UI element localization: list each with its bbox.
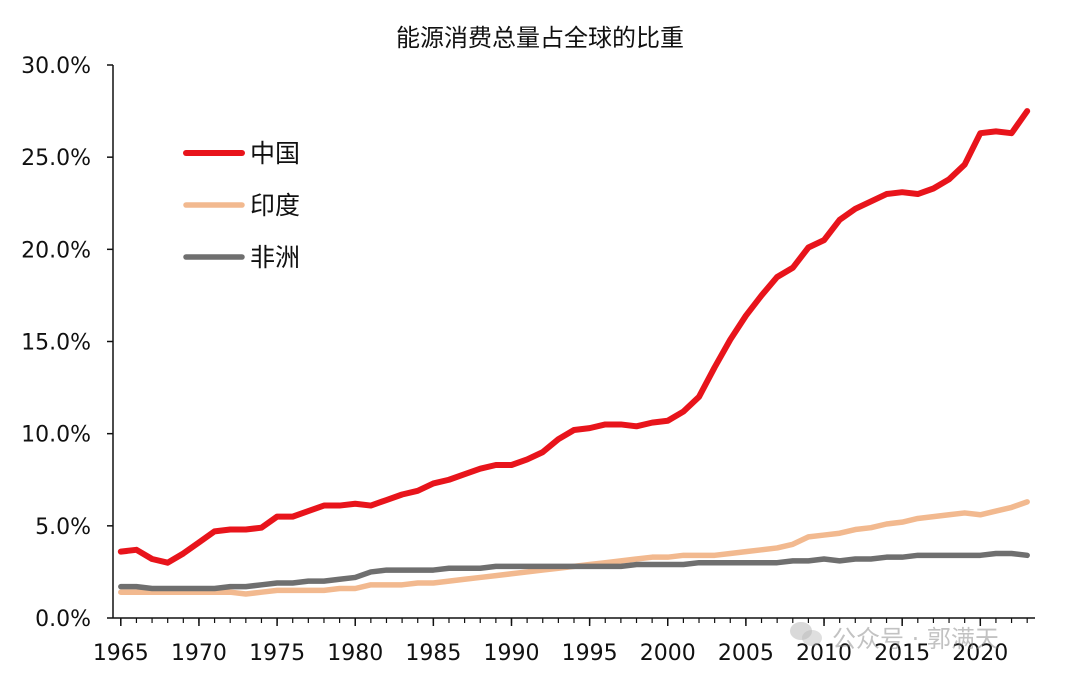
legend-label-3: 非洲: [250, 243, 300, 272]
chart-title: 能源消费总量占全球的比重: [396, 24, 684, 52]
x-tick-label: 1975: [249, 641, 305, 666]
x-tick-label: 1965: [93, 641, 149, 666]
legend-label-1: 中国: [250, 139, 300, 168]
axes: 0.0% 5.0% 10.0% 15.0% 20.0% 25.0% 30.0% 1965 197…: [21, 54, 1035, 666]
series-line-1: [117, 108, 1031, 566]
y-tick-label: 15.0%: [21, 331, 91, 356]
x-tick-label: 2000: [640, 641, 696, 666]
series-lines: [117, 108, 1031, 597]
x-tick-label: 2010: [796, 641, 852, 666]
x-tick-label: 1990: [483, 641, 539, 666]
x-tick-label: 2015: [874, 641, 930, 666]
x-tick-label: 2020: [952, 641, 1008, 666]
y-tick-label: 25.0%: [21, 146, 91, 171]
x-tick-label: 1970: [171, 641, 227, 666]
y-tick-label: 30.0%: [21, 54, 91, 79]
y-tick-label: 0.0%: [35, 607, 91, 632]
x-tick-label: 1995: [562, 641, 618, 666]
x-tick-label: 1985: [405, 641, 461, 666]
legend-label-2: 印度: [250, 191, 300, 220]
x-tick-label: 1980: [327, 641, 383, 666]
x-tick-label: 2005: [718, 641, 774, 666]
series-line-2: [118, 499, 1030, 597]
series-line-3: [118, 550, 1030, 592]
y-tick-label: 20.0%: [21, 238, 91, 263]
y-tick-label: 5.0%: [35, 515, 91, 540]
y-tick-label: 10.0%: [21, 423, 91, 448]
